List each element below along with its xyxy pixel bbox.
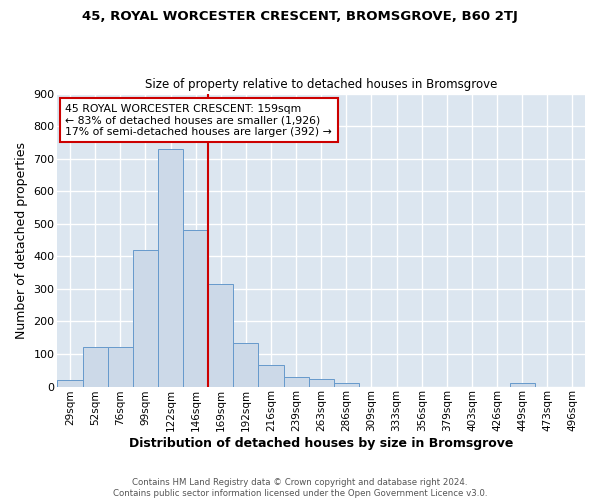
Bar xyxy=(259,366,284,386)
Bar xyxy=(308,380,334,386)
Bar xyxy=(233,342,259,386)
Bar xyxy=(108,348,133,387)
Title: Size of property relative to detached houses in Bromsgrove: Size of property relative to detached ho… xyxy=(145,78,497,91)
X-axis label: Distribution of detached houses by size in Bromsgrove: Distribution of detached houses by size … xyxy=(129,437,514,450)
Bar xyxy=(183,230,208,386)
Bar xyxy=(334,384,359,386)
Bar xyxy=(509,384,535,386)
Bar xyxy=(83,348,108,387)
Bar xyxy=(284,378,308,386)
Text: 45 ROYAL WORCESTER CRESCENT: 159sqm
← 83% of detached houses are smaller (1,926): 45 ROYAL WORCESTER CRESCENT: 159sqm ← 83… xyxy=(65,104,332,137)
Bar xyxy=(133,250,158,386)
Text: 45, ROYAL WORCESTER CRESCENT, BROMSGROVE, B60 2TJ: 45, ROYAL WORCESTER CRESCENT, BROMSGROVE… xyxy=(82,10,518,23)
Y-axis label: Number of detached properties: Number of detached properties xyxy=(15,142,28,338)
Bar xyxy=(58,380,83,386)
Bar xyxy=(158,149,183,386)
Bar xyxy=(208,284,233,386)
Text: Contains HM Land Registry data © Crown copyright and database right 2024.
Contai: Contains HM Land Registry data © Crown c… xyxy=(113,478,487,498)
